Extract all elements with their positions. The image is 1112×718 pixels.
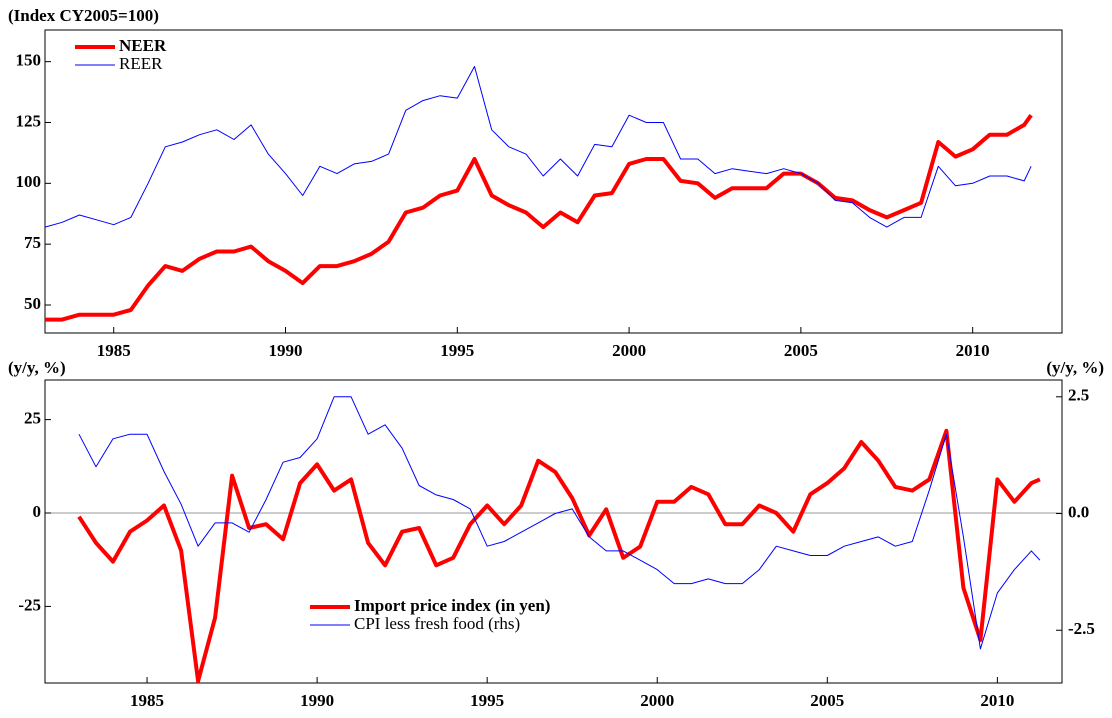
x-tick-label: 1995	[440, 341, 474, 360]
x-tick-label: 2005	[810, 691, 844, 710]
x-tick-label: 1990	[269, 341, 303, 360]
x-tick-label: 2000	[640, 691, 674, 710]
x-tick-label: 2010	[980, 691, 1014, 710]
y-tick-label: 50	[24, 294, 41, 313]
x-tick-label: 2000	[612, 341, 646, 360]
y-tick-label: 25	[24, 409, 41, 428]
y2-axis-label: (y/y, %)	[1046, 358, 1104, 377]
legend-label: CPI less fresh food (rhs)	[354, 614, 520, 633]
x-tick-label: 2010	[956, 341, 990, 360]
y-tick-label: -25	[18, 595, 41, 614]
y-axis-label: (y/y, %)	[8, 358, 66, 377]
y-tick-label: 75	[24, 233, 41, 252]
x-tick-label: 1990	[300, 691, 334, 710]
y-tick-label: 125	[16, 111, 42, 130]
x-tick-label: 1985	[130, 691, 164, 710]
legend-label: Import price index (in yen)	[354, 596, 550, 615]
y-axis-label: (Index CY2005=100)	[8, 6, 159, 25]
y2-tick-label: -2.5	[1068, 619, 1095, 638]
y-tick-label: 150	[16, 51, 42, 70]
y2-tick-label: 2.5	[1068, 386, 1089, 405]
y-tick-label: 100	[16, 172, 42, 191]
legend-label: NEER	[119, 36, 167, 55]
x-tick-label: 1985	[97, 341, 131, 360]
plot-frame	[44, 379, 1063, 684]
series-line	[77, 428, 1041, 684]
x-tick-label: 1995	[470, 691, 504, 710]
series-line	[78, 396, 1041, 650]
series-line	[44, 66, 1032, 228]
y-tick-label: 0	[33, 502, 42, 521]
legend-label: REER	[119, 54, 163, 73]
series-line	[45, 114, 1033, 322]
x-tick-label: 2005	[784, 341, 818, 360]
plot-frame	[44, 29, 1063, 334]
y2-tick-label: 0.0	[1068, 502, 1089, 521]
